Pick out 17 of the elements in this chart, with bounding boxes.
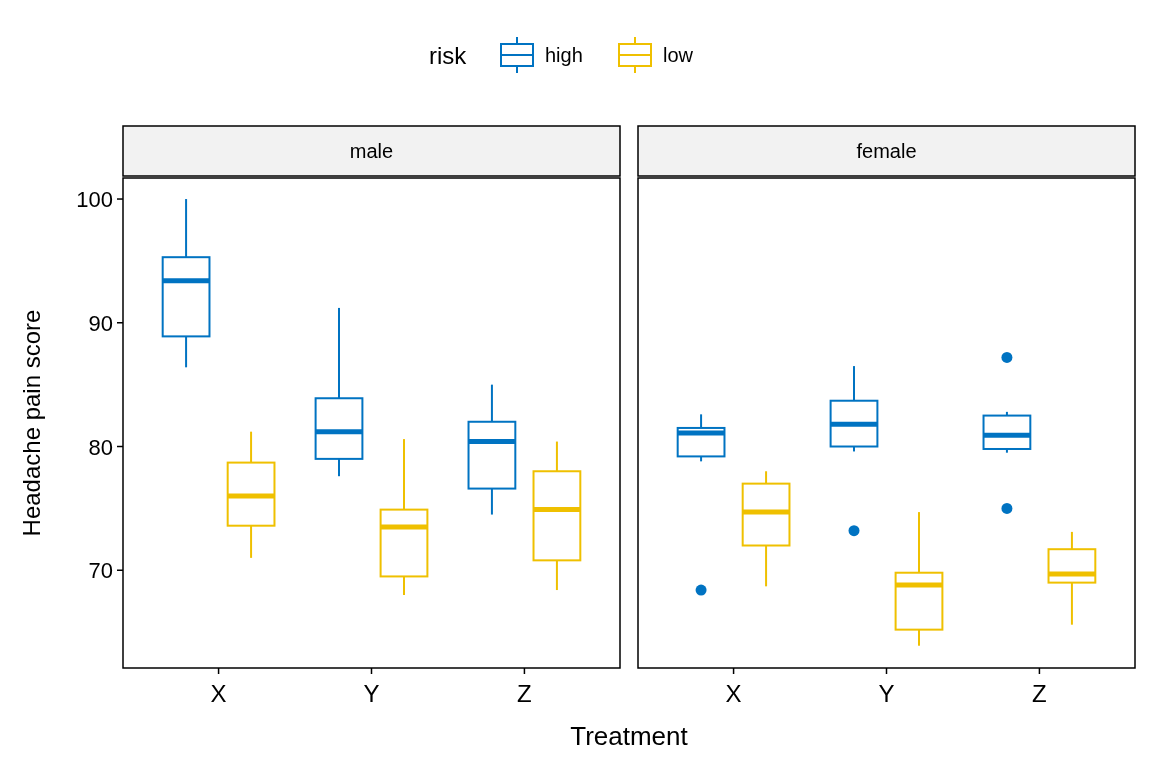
x-tick-label: X bbox=[210, 680, 227, 707]
y-axis-title: Headache pain score bbox=[18, 309, 45, 537]
legend-label: low bbox=[663, 44, 694, 66]
x-tick-label: Y bbox=[878, 680, 895, 707]
x-tick-label: Y bbox=[363, 680, 380, 707]
legend-label: high bbox=[545, 44, 583, 66]
y-tick-label: 90 bbox=[88, 310, 113, 336]
y-tick-label: 70 bbox=[88, 558, 113, 584]
y-tick-label: 100 bbox=[76, 187, 113, 213]
x-axis-title: Treatment bbox=[570, 721, 689, 751]
chart-title: male bbox=[349, 140, 394, 162]
chart-title: female bbox=[856, 140, 917, 162]
y-tick-label: 80 bbox=[88, 434, 113, 460]
x-tick-label: X bbox=[725, 680, 742, 707]
x-tick-label: Z bbox=[517, 680, 532, 707]
x-tick-label: Z bbox=[1032, 680, 1047, 707]
legend-title: risk bbox=[429, 42, 468, 69]
